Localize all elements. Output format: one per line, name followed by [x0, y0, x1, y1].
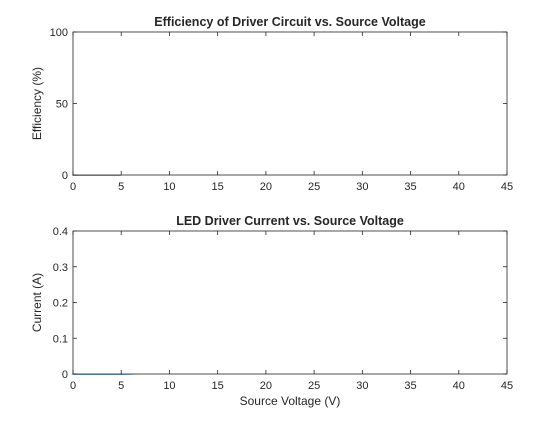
efficiency-x-tick-label: 0 — [70, 181, 76, 193]
efficiency-x-tick-label: 25 — [308, 181, 320, 193]
current-y-tick-label: 0.1 — [53, 333, 68, 345]
current-xlabel: Source Voltage (V) — [240, 394, 341, 408]
current-x-tick-label: 0 — [70, 380, 76, 392]
current-y-tick-label: 0.3 — [53, 262, 68, 274]
current-y-tick-label: 0.2 — [53, 298, 68, 310]
current-x-tick-label: 10 — [163, 380, 175, 392]
efficiency-x-tick-label: 15 — [212, 181, 224, 193]
efficiency-x-tick-label: 35 — [404, 181, 416, 193]
efficiency-x-tick-label: 40 — [453, 181, 465, 193]
efficiency-y-tick-label: 100 — [50, 27, 68, 39]
efficiency-x-tick-label: 5 — [118, 181, 124, 193]
current-y-tick-label: 0 — [62, 369, 68, 381]
efficiency-y-tick-label: 50 — [56, 99, 68, 111]
current-title: LED Driver Current vs. Source Voltage — [176, 214, 404, 228]
efficiency-axes-box — [72, 31, 508, 176]
current-x-tick-label: 30 — [356, 380, 368, 392]
efficiency-x-tick-label: 45 — [501, 181, 513, 193]
efficiency-ylabel: Efficiency (%) — [30, 67, 44, 140]
current-x-tick-label: 25 — [308, 380, 320, 392]
current-x-tick-label: 5 — [118, 380, 124, 392]
efficiency-axes: Efficiency of Driver Circuit vs. Source … — [30, 15, 513, 193]
current-x-tick-label: 45 — [501, 380, 513, 392]
current-x-tick-label: 15 — [212, 380, 224, 392]
current-y-tick-label: 0.4 — [53, 226, 68, 238]
efficiency-x-tick-label: 30 — [356, 181, 368, 193]
efficiency-title: Efficiency of Driver Circuit vs. Source … — [154, 15, 425, 29]
current-x-tick-label: 35 — [404, 380, 416, 392]
current-axes: LED Driver Current vs. Source Voltage Cu… — [30, 214, 513, 408]
efficiency-y-tick-label: 0 — [62, 170, 68, 182]
current-x-tick-label: 40 — [453, 380, 465, 392]
efficiency-x-tick-label: 20 — [260, 181, 272, 193]
current-x-tick-label: 20 — [260, 380, 272, 392]
current-axes-box — [72, 230, 508, 375]
efficiency-x-tick-label: 10 — [163, 181, 175, 193]
current-ylabel: Current (A) — [30, 273, 44, 332]
